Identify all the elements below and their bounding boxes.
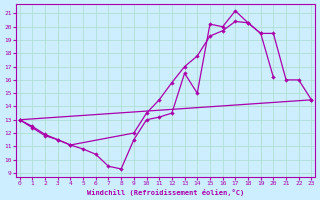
X-axis label: Windchill (Refroidissement éolien,°C): Windchill (Refroidissement éolien,°C) xyxy=(87,189,244,196)
